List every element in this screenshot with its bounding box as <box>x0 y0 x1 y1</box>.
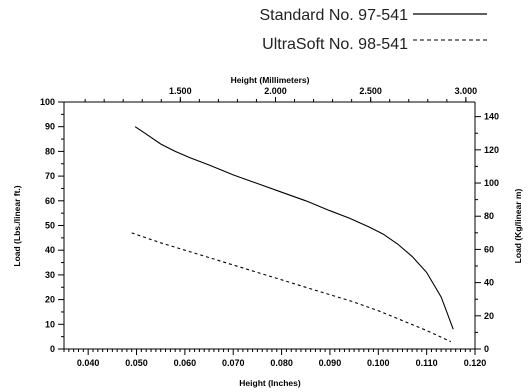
legend-label-standard: Standard No. 97-541 <box>259 7 408 24</box>
left-tick-label: 50 <box>45 221 55 231</box>
legend-label-ultrasoft: UltraSoft No. 98-541 <box>262 36 408 53</box>
bottom-tick-label: 0.040 <box>77 358 100 368</box>
left-axis-title: Load (Lbs./linear ft.) <box>12 185 22 266</box>
top-axis-title: Height (Millimeters) <box>231 75 310 85</box>
bottom-tick-label: 0.090 <box>319 358 342 368</box>
legend: Standard No. 97-541 UltraSoft No. 98-541 <box>259 7 487 53</box>
top-tick-label: 2.000 <box>264 86 287 96</box>
left-tick-label: 80 <box>45 146 55 156</box>
series-line-standard <box>134 126 454 330</box>
bottom-tick-label: 0.110 <box>416 358 438 368</box>
left-tick-label: 0 <box>50 344 55 354</box>
top-tick-label: 1.500 <box>169 86 192 96</box>
series-line-ultrasoft <box>131 232 452 343</box>
bottom-axis-title: Height (Inches) <box>239 378 301 388</box>
bottom-tick-label: 0.100 <box>367 358 390 368</box>
tick-labels: 0.040 0.050 0.060 0.070 0.080 0.090 0.100 0.110… <box>40 86 499 368</box>
right-tick-label: 120 <box>484 145 499 155</box>
right-tick-label: 0 <box>484 344 489 354</box>
bottom-tick-label: 0.080 <box>270 358 293 368</box>
bottom-tick-label: 0.120 <box>464 358 487 368</box>
right-tick-label: 140 <box>484 112 499 122</box>
right-tick-label: 80 <box>484 211 494 221</box>
right-tick-label: 60 <box>484 244 494 254</box>
left-tick-label: 100 <box>40 97 55 107</box>
left-tick-label: 90 <box>45 122 55 132</box>
top-tick-label: 2.500 <box>359 86 382 96</box>
bottom-tick-label: 0.060 <box>174 358 197 368</box>
right-tick-label: 100 <box>484 178 499 188</box>
axis-ticks <box>58 97 481 355</box>
left-tick-label: 70 <box>45 171 55 181</box>
right-axis-title: Load (Kg/linear m) <box>513 189 523 264</box>
left-tick-label: 20 <box>45 295 55 305</box>
series-lines <box>131 126 454 343</box>
left-tick-label: 40 <box>45 245 55 255</box>
bottom-tick-label: 0.070 <box>222 358 245 368</box>
left-tick-label: 30 <box>45 270 55 280</box>
right-tick-label: 40 <box>484 278 494 288</box>
left-tick-label: 10 <box>45 319 55 329</box>
bottom-tick-label: 0.050 <box>125 358 148 368</box>
right-tick-label: 20 <box>484 311 494 321</box>
top-tick-label: 3.000 <box>455 86 478 96</box>
left-tick-label: 60 <box>45 196 55 206</box>
